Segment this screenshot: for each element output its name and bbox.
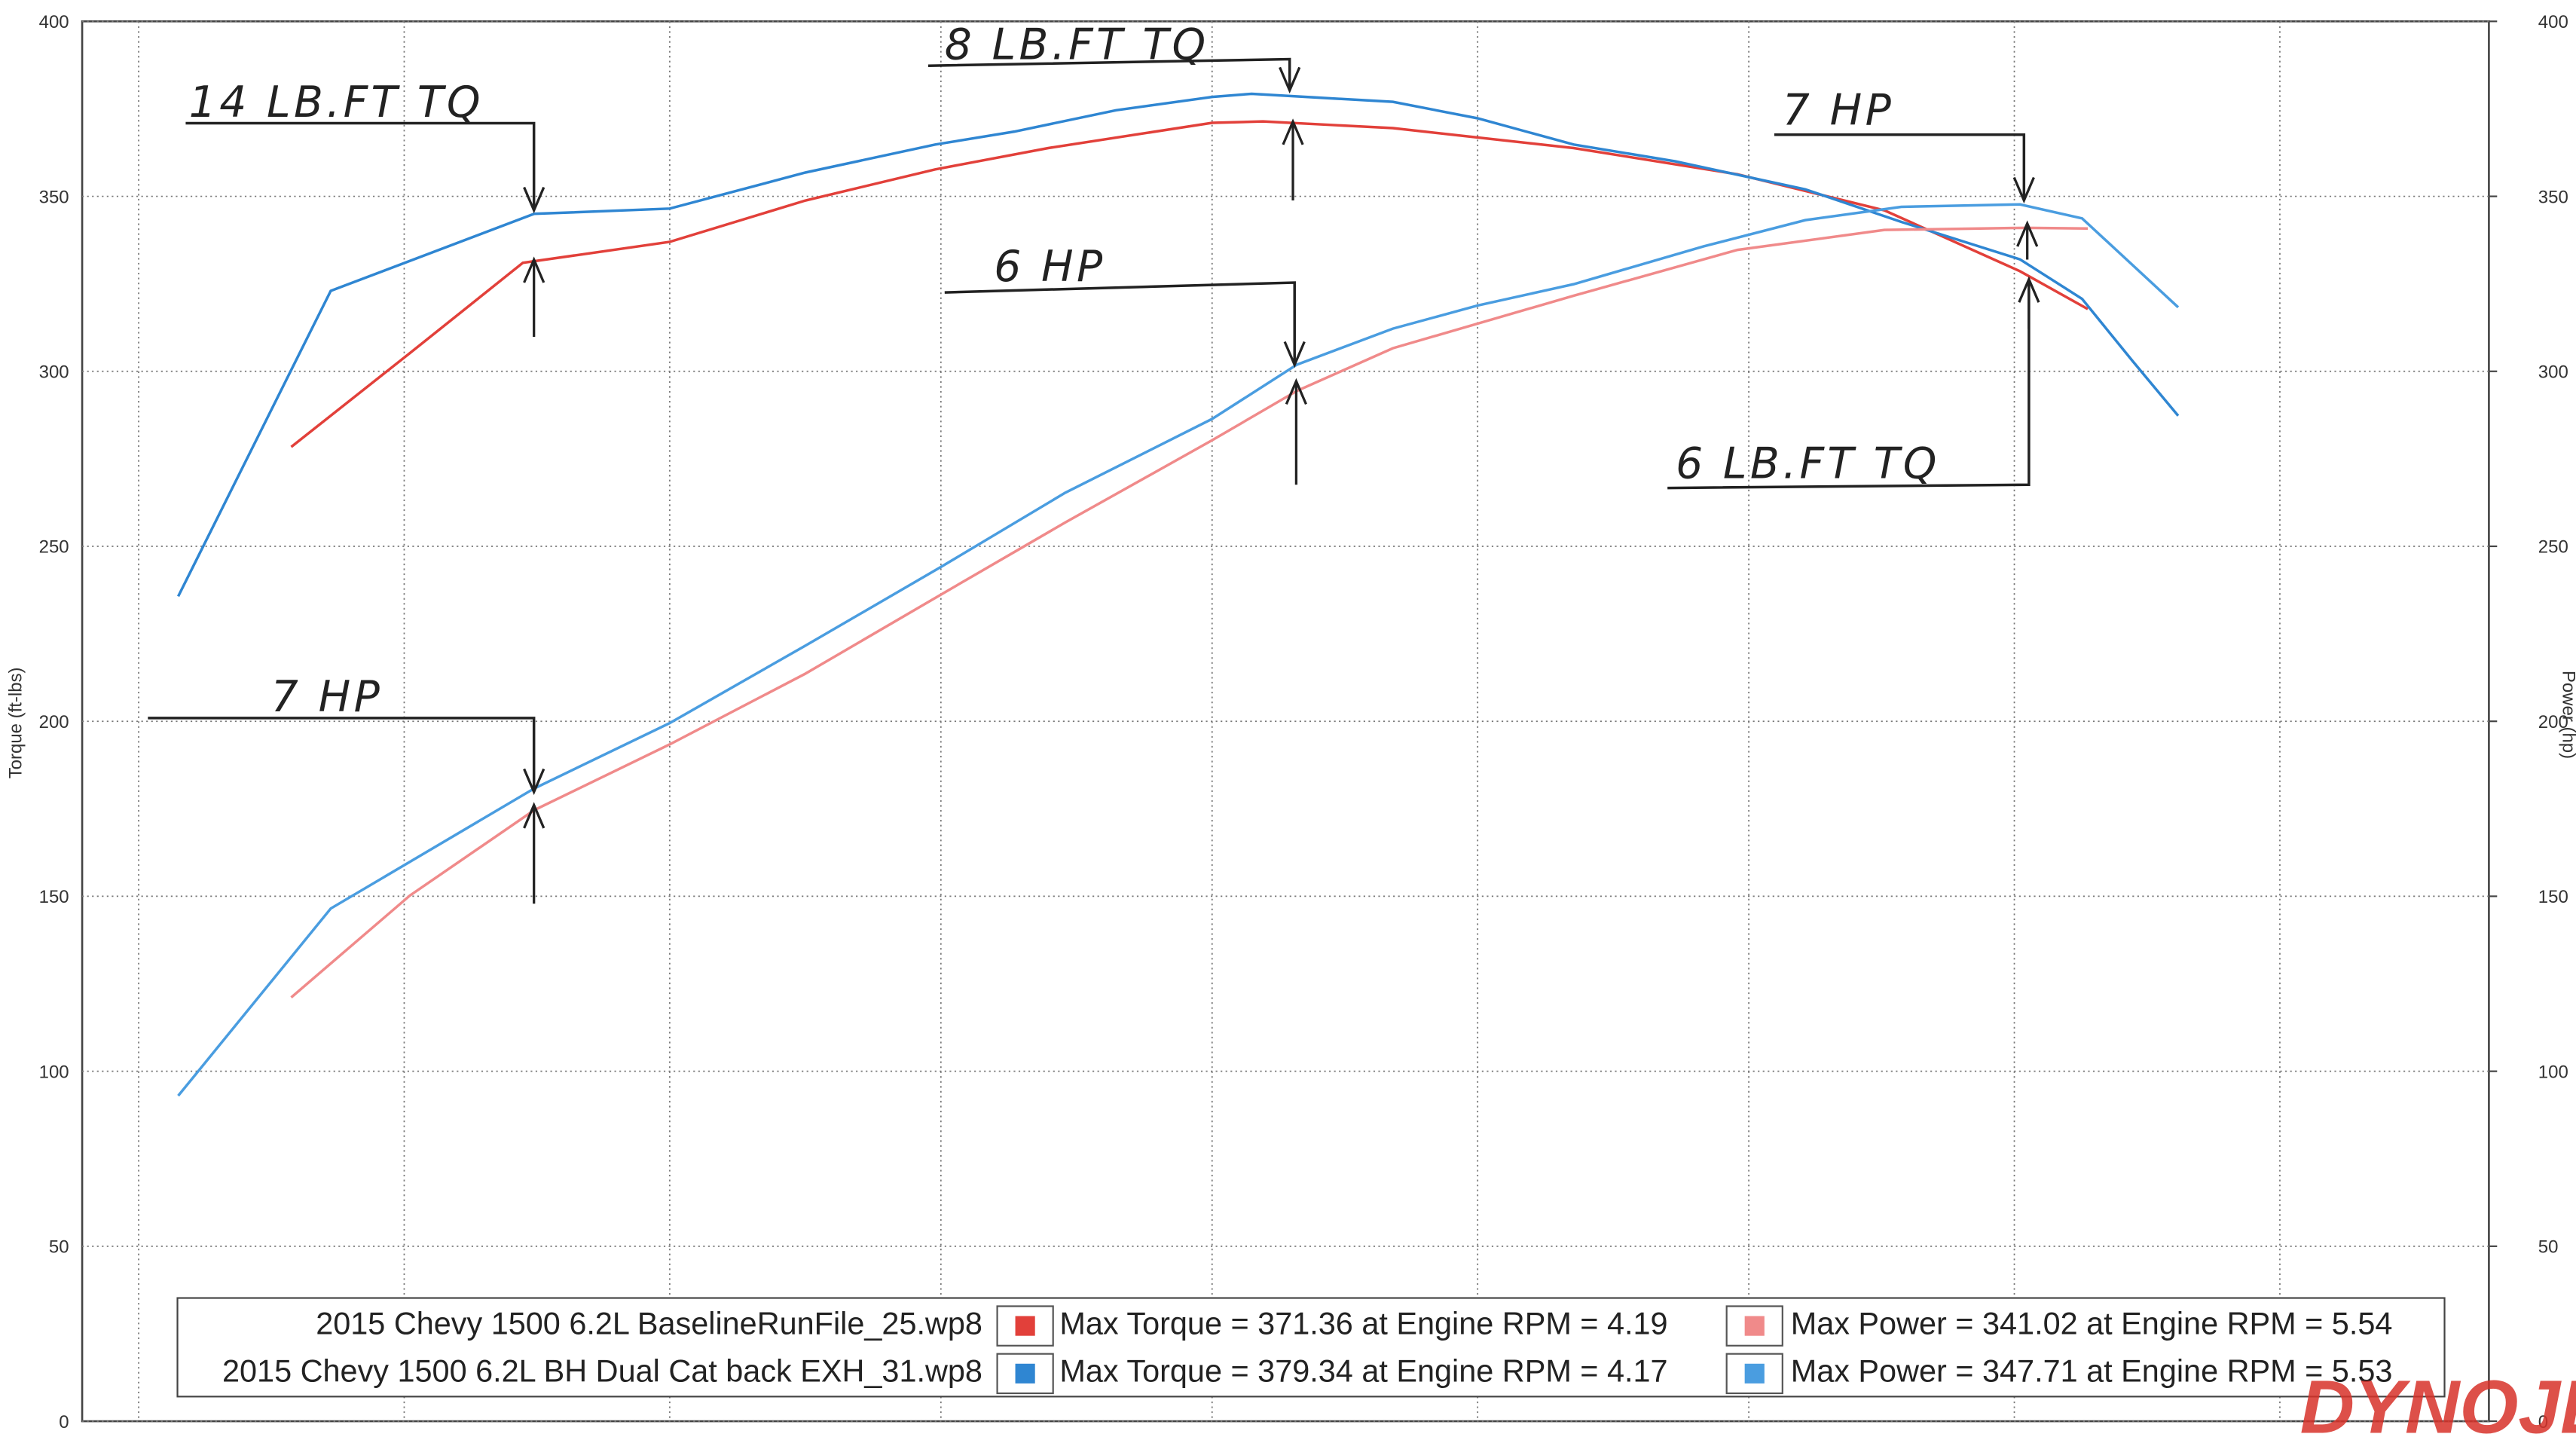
legend-run: 2015 Chevy 1500 6.2L BH Dual Cat back EX… (222, 1354, 982, 1389)
arrow-head (523, 256, 545, 283)
arrow-head (2012, 176, 2035, 204)
arrow-head (2018, 276, 2040, 303)
legend-frame (996, 1353, 1054, 1395)
y-tick-label: 250 (39, 537, 69, 558)
annotation-line (927, 57, 1291, 90)
y2-tick-label: 400 (2538, 12, 2568, 32)
annotation: 14 LB.FT TQ (189, 78, 484, 127)
annotation: 7 HP (271, 672, 383, 722)
legend-run: 2015 Chevy 1500 6.2L BaselineRunFile_25.… (316, 1307, 982, 1341)
legend-swatch (1015, 1363, 1035, 1383)
legend-frame (1725, 1305, 1783, 1347)
y2-axis-title: Power (hp) (2559, 671, 2576, 759)
arrow-head (523, 802, 545, 829)
legend-power: Max Power = 347.71 at Engine RPM = 5.53 (1791, 1354, 2393, 1389)
legend-power: Max Power = 341.02 at Engine RPM = 5.54 (1791, 1307, 2393, 1341)
y-axis-title: Torque (ft-lbs) (5, 667, 26, 778)
arrow-head (1279, 66, 1301, 94)
annotation: 6 HP (994, 242, 1105, 292)
annotation: 6 LB.FT TQ (1676, 439, 1940, 489)
y-tick-label: 200 (39, 712, 69, 732)
legend-frame (1725, 1353, 1783, 1395)
y-tick-label: 150 (39, 887, 69, 907)
annotation-line (1774, 133, 2026, 201)
legend-swatch (1015, 1316, 1035, 1336)
legend-box (176, 1297, 2446, 1398)
power-line (290, 226, 2089, 998)
y-tick-label: 100 (39, 1062, 69, 1082)
arrow-head (1285, 378, 1307, 405)
arrow-head (523, 768, 545, 796)
y-tick-label: 50 (49, 1237, 69, 1258)
annotation: 7 HP (1783, 86, 1894, 136)
logo: DYNOJET (2300, 1365, 2576, 1437)
annotation-line (148, 717, 536, 792)
annotation-line (1667, 279, 2031, 490)
y2-tick-label: 350 (2538, 187, 2568, 207)
arrow-head (523, 186, 545, 214)
arrow-head (1283, 341, 1306, 368)
y-tick-label: 300 (39, 362, 69, 382)
legend-torque: Max Torque = 371.36 at Engine RPM = 4.19 (1059, 1307, 1667, 1341)
torque-line (176, 92, 2180, 598)
legend-swatch (1744, 1316, 1765, 1336)
legend-swatch (1744, 1363, 1765, 1383)
y2-tick-label: 0 (2538, 1412, 2548, 1432)
y2-tick-label: 200 (2538, 712, 2568, 732)
y2-tick-label: 250 (2538, 537, 2568, 558)
y2-tick-label: 100 (2538, 1062, 2568, 1082)
y-tick-label: 400 (39, 12, 69, 32)
y-tick-label: 350 (39, 187, 69, 207)
power-line (177, 203, 2180, 1097)
annotation-line (185, 121, 536, 211)
legend-frame (996, 1305, 1054, 1347)
y2-tick-label: 300 (2538, 362, 2568, 382)
arrow-head (1282, 118, 1304, 145)
y2-tick-label: 150 (2538, 887, 2568, 907)
y-tick-label: 0 (59, 1412, 69, 1432)
annotation-line (944, 281, 1296, 365)
y2-tick-label: 50 (2538, 1237, 2559, 1258)
legend-torque: Max Torque = 379.34 at Engine RPM = 4.17 (1059, 1354, 1667, 1389)
arrow-head (2016, 220, 2039, 247)
